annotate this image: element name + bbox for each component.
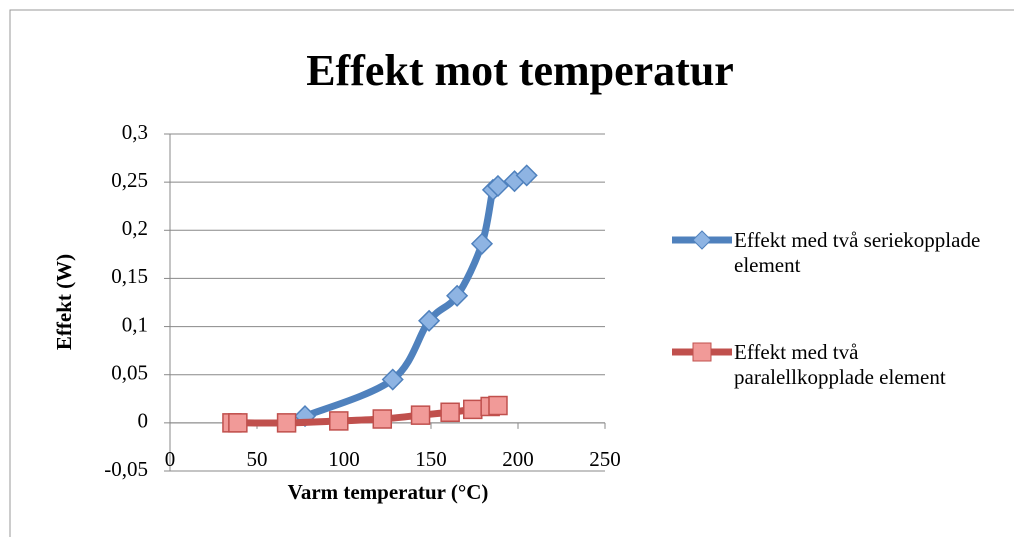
y-tick-label: 0,2 [122, 216, 148, 240]
x-tick-label: 150 [415, 447, 447, 471]
y-tick-label: 0,25 [111, 168, 148, 192]
y-tick-label: 0,1 [122, 312, 148, 336]
x-tick-label: 0 [165, 447, 176, 471]
marker [470, 232, 494, 255]
marker [440, 402, 460, 423]
marker [446, 284, 469, 307]
marker [463, 399, 483, 420]
x-axis-label: Varm temperatur (°C) [288, 480, 489, 504]
y-axis-label: Effekt (W) [52, 254, 76, 350]
legend-label: Effekt med två paralellkopplade element [734, 340, 946, 389]
marker [515, 164, 538, 187]
marker [276, 413, 297, 433]
legend-label: Effekt med två seriekopplade element [734, 228, 981, 277]
marker [410, 405, 431, 425]
x-tick-label: 100 [328, 447, 360, 471]
marker [486, 174, 510, 198]
marker [228, 413, 248, 433]
y-tick-label: -0,05 [104, 457, 148, 481]
marker [372, 409, 393, 429]
y-tick-label: 0,3 [122, 120, 148, 144]
chart-frame [9, 9, 1014, 537]
y-tick-label: 0,15 [111, 264, 148, 288]
x-tick-label: 50 [247, 447, 268, 471]
x-tick-label: 200 [502, 447, 534, 471]
y-tick-label: 0,05 [111, 361, 148, 385]
y-tick-label: 0 [138, 409, 149, 433]
marker [329, 411, 349, 431]
marker [488, 395, 508, 416]
x-tick-label: 250 [589, 447, 621, 471]
marker [418, 309, 441, 332]
legend-marker [692, 230, 712, 250]
chart-title: Effekt mot temperatur [306, 46, 734, 95]
legend-marker [692, 342, 712, 362]
series-line [301, 171, 531, 420]
marker [381, 368, 404, 391]
